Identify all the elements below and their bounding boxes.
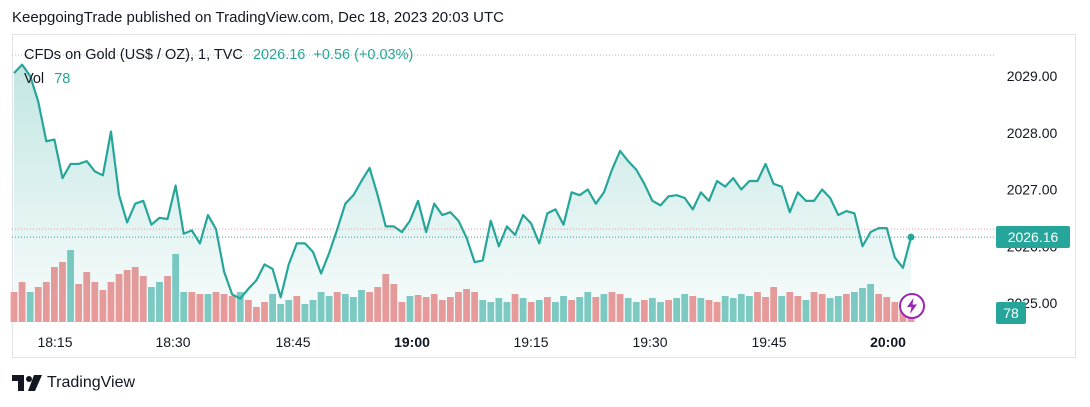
symbol-legend: CFDs on Gold (US$ / OZ), 1, TVC 2026.16 … [24, 47, 413, 63]
chart-frame [12, 34, 1076, 358]
legend-change: +0.56 (+0.03%) [313, 47, 414, 63]
publish-line: KeepgoingTrade published on TradingView.… [12, 9, 504, 26]
volume-legend: Vol 78 [24, 71, 70, 87]
volume-badge: 78 [996, 302, 1026, 324]
x-tick-label: 19:15 [513, 334, 548, 350]
x-tick-label: 19:45 [751, 334, 786, 350]
y-tick-label: 2028.00 [1007, 125, 1058, 141]
lightning-bolt-icon[interactable] [898, 292, 926, 320]
volume-value: 78 [54, 71, 71, 87]
price-line [12, 63, 996, 300]
x-tick-label: 19:30 [632, 334, 667, 350]
legend-price: 2026.16 [252, 47, 306, 63]
x-tick-label: 18:45 [275, 334, 310, 350]
y-tick-label: 2029.00 [1007, 68, 1058, 84]
x-tick-label: 20:00 [870, 334, 906, 350]
x-tick-label: 19:00 [394, 334, 430, 350]
price-area [14, 64, 911, 323]
tradingview-logo-icon [12, 375, 42, 391]
last-price-badge: 2026.16 [996, 226, 1070, 249]
x-tick-label: 18:15 [37, 334, 72, 350]
y-tick-label: 2027.00 [1007, 182, 1058, 198]
x-tick-label: 18:30 [155, 334, 190, 350]
price-area-fill [14, 64, 911, 323]
volume-label: Vol [24, 71, 45, 87]
x-axis: 18:15 18:30 18:45 19:00 19:15 19:30 19:45 20:00 [37, 334, 906, 350]
brand-name: TradingView [47, 374, 136, 391]
symbol-name: CFDs on Gold (US$ / OZ), 1, TVC [24, 47, 243, 63]
tradingview-brand[interactable]: TradingView [12, 374, 135, 392]
last-price-dot [907, 233, 915, 241]
